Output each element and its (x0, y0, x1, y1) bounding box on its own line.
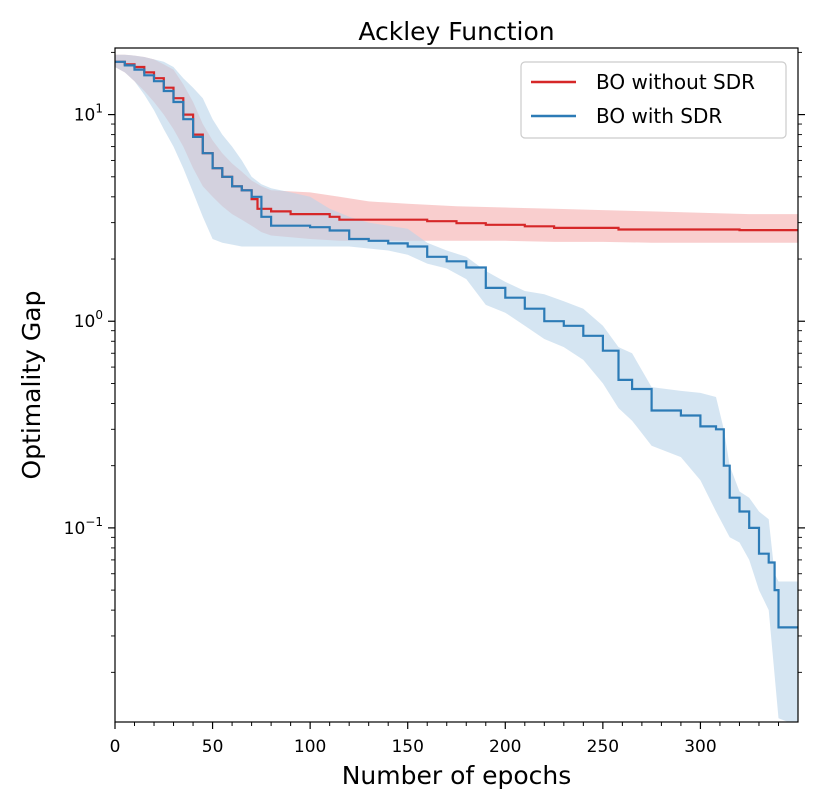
y-tick-label: 100 (74, 308, 103, 332)
series-line-1 (115, 60, 798, 629)
x-tick-label: 200 (489, 737, 521, 757)
x-tick-label: 0 (110, 737, 121, 757)
y-axis: 101 100 10−1 (64, 51, 805, 673)
legend-box (520, 61, 787, 139)
x-tick-label: 150 (391, 737, 423, 757)
legend-label-1: BO with SDR (596, 104, 722, 128)
x-tick-label: 100 (294, 737, 326, 757)
x-tick-label: 300 (684, 737, 716, 757)
y-tick-label: 101 (74, 102, 103, 126)
legend-label-0: BO without SDR (596, 70, 755, 94)
band-1 (115, 54, 798, 722)
series-lines (115, 60, 798, 629)
y-tick-label: 10−1 (64, 515, 103, 539)
x-tick-label: 50 (202, 737, 224, 757)
x-tick-label: 250 (587, 737, 619, 757)
y-axis-title: Optimality Gap (17, 291, 46, 480)
x-axis-title: Number of epochs (342, 761, 572, 790)
confidence-bands (115, 54, 798, 722)
chart-title: Ackley Function (358, 17, 554, 46)
plot-frame (114, 47, 799, 723)
legend: BO without SDR BO with SDR (520, 61, 787, 139)
x-axis: 0 50 100 150 200 250 300 (110, 722, 779, 757)
